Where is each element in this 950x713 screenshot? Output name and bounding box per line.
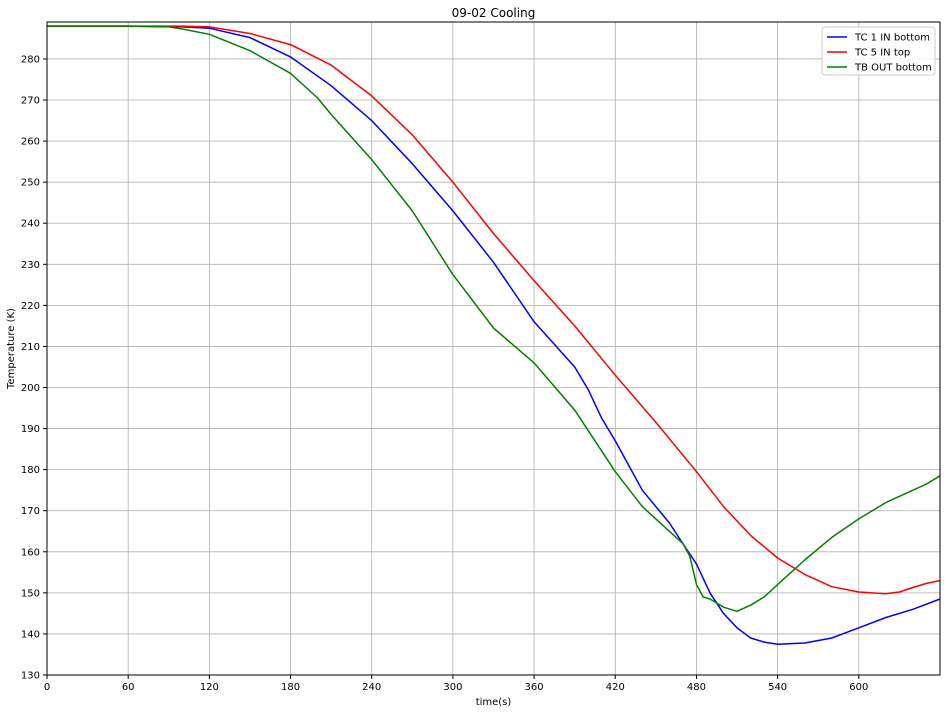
- x-tick-label: 600: [849, 682, 868, 693]
- x-tick-label: 180: [281, 682, 300, 693]
- x-tick-label: 420: [606, 682, 625, 693]
- y-tick-label: 210: [21, 342, 40, 353]
- series-line-1: [47, 25, 941, 645]
- chart-title: 09-02 Cooling: [452, 6, 536, 20]
- legend-label-1: TC 1 IN bottom: [854, 33, 930, 44]
- x-tick-label: 300: [443, 682, 462, 693]
- y-tick-label: 220: [21, 301, 40, 312]
- plot-area-frame: [46, 21, 941, 676]
- y-tick-label: 230: [21, 260, 40, 271]
- x-tick-label: 60: [122, 682, 135, 693]
- x-tick-label: 240: [362, 682, 381, 693]
- series-line-2: [47, 25, 941, 595]
- x-axis-title: time(s): [476, 697, 512, 708]
- x-tick-label: 120: [200, 682, 219, 693]
- y-axis-title: Temperature (K): [6, 308, 17, 390]
- series-line-3: [47, 25, 941, 613]
- x-tick-label: 540: [768, 682, 787, 693]
- y-tick-label: 180: [21, 465, 40, 476]
- y-tick-label: 260: [21, 137, 40, 148]
- x-tick-label: 360: [525, 682, 544, 693]
- legend-box: [821, 26, 936, 76]
- y-tick-label: 170: [21, 506, 40, 517]
- y-axis-ticks: 130 140 150 160 170 180 190 200 210 220 230 240 250 2…: [21, 54, 47, 682]
- y-tick-label: 150: [21, 588, 40, 599]
- x-axis-ticks: 0 60 120 180 240 300 360 420 480 540 600: [44, 675, 868, 693]
- y-tick-label: 240: [21, 219, 40, 230]
- legend: TC 1 IN bottom TC 5 IN top TB OUT bottom: [821, 26, 936, 76]
- y-tick-label: 250: [21, 178, 40, 189]
- y-tick-label: 160: [21, 547, 40, 558]
- series-lines: [47, 25, 941, 645]
- y-tick-label: 140: [21, 629, 40, 640]
- x-tick-label: 0: [44, 682, 50, 693]
- y-tick-label: 130: [21, 671, 40, 682]
- y-tick-label: 280: [21, 54, 40, 65]
- y-tick-label: 270: [21, 96, 40, 107]
- y-tick-label: 200: [21, 383, 40, 394]
- legend-label-3: TB OUT bottom: [854, 63, 932, 74]
- legend-label-2: TC 5 IN top: [854, 48, 910, 59]
- x-tick-label: 480: [687, 682, 706, 693]
- y-tick-label: 190: [21, 424, 40, 435]
